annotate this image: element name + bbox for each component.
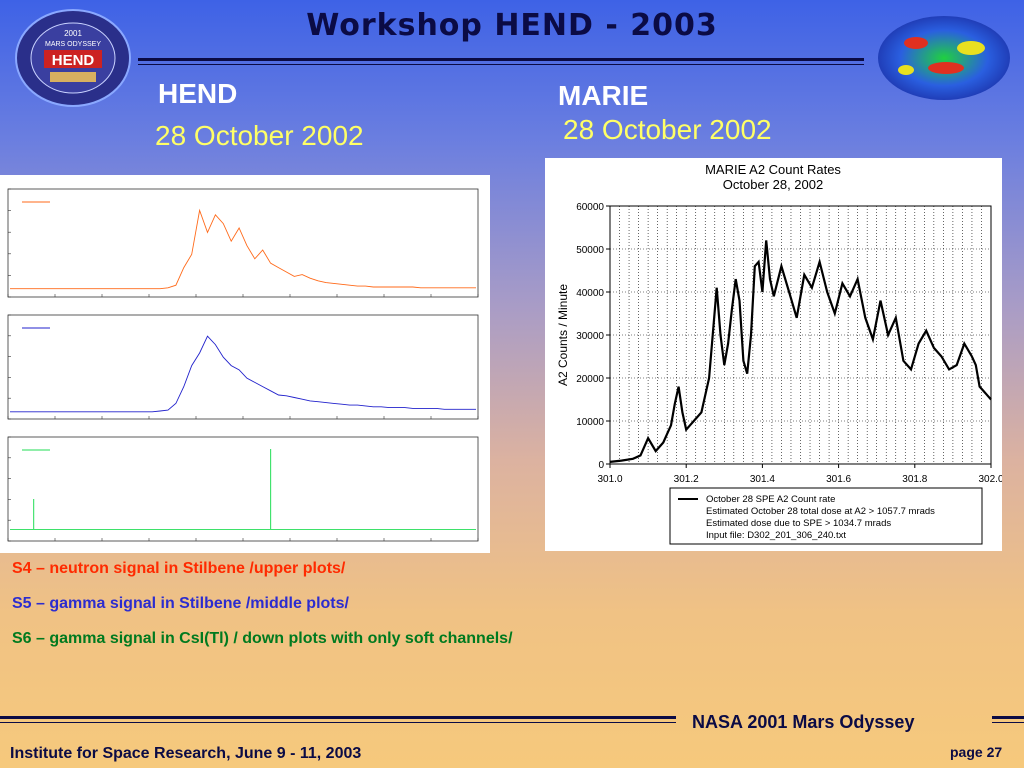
title-rule-thin — [138, 64, 864, 65]
hend-plots — [7, 188, 479, 542]
title-rule — [138, 58, 864, 61]
marie-chart-panel: MARIE A2 Count Rates October 28, 2002 0 100… — [545, 158, 1004, 551]
hend-panel-frame — [7, 314, 479, 420]
y-tick-label: 30000 — [576, 331, 604, 342]
x-tick-label: 301.2 — [674, 474, 699, 485]
hend-panel-frame — [7, 436, 479, 542]
y-axis-label: A2 Counts / Minute — [556, 284, 570, 386]
caption-s5: S5 – gamma signal in Stilbene /middle pl… — [12, 595, 349, 612]
legend-line: Estimated dose due to SPE > 1034.7 mrads — [706, 518, 891, 529]
y-tick-label: 60000 — [576, 202, 604, 213]
hend-panel-frame — [7, 188, 479, 298]
legend-box — [669, 487, 983, 545]
footer-rule-right — [992, 716, 1024, 719]
y-tick-label: 0 — [598, 460, 604, 471]
footer-mission: NASA 2001 Mars Odyssey — [692, 712, 915, 732]
caption-s6: S6 – gamma signal in CsI(Tl) / down plot… — [12, 630, 513, 647]
footer-institute: Institute for Space Research, June 9 - 1… — [10, 745, 362, 762]
y-tick-label: 50000 — [576, 245, 604, 256]
y-tick-label: 20000 — [576, 374, 604, 385]
hend-series-line — [10, 208, 476, 290]
left-date: 28 October 2002 — [155, 120, 364, 151]
footer-rule-left — [0, 716, 676, 719]
chart-subtitle: October 28, 2002 — [723, 177, 823, 192]
legend-line: Input file: D302_201_306_240.txt — [706, 530, 846, 541]
series-line — [609, 240, 992, 463]
y-tick-label: 40000 — [576, 288, 604, 299]
right-heading: MARIE — [558, 80, 649, 111]
y-tick-label: 10000 — [576, 417, 604, 428]
page-number: page 27 — [950, 744, 1003, 760]
chart-title: MARIE A2 Count Rates — [705, 162, 841, 177]
legend-line: Estimated October 28 total dose at A2 > … — [706, 506, 935, 517]
hend-logo: 2001 MARS ODYSSEY HEND — [14, 8, 132, 108]
slide-title: Workshop HEND - 2003 — [306, 8, 718, 43]
x-tick-label: 301.0 — [597, 474, 622, 485]
mars-map-image — [876, 8, 1012, 104]
left-heading: HEND — [158, 78, 238, 109]
footer-rule-left-thin — [0, 722, 676, 723]
x-tick-label: 302.0 — [978, 474, 1002, 485]
caption-s4: S4 – neutron signal in Stilbene /upper p… — [12, 560, 346, 577]
hend-plot-panel — [0, 175, 490, 553]
x-tick-label: 301.8 — [902, 474, 927, 485]
hend-series-line — [10, 335, 476, 413]
legend-line: October 28 SPE A2 Count rate — [706, 494, 835, 505]
footer-rule-right-thin — [992, 722, 1024, 723]
logo-year: 2001 — [64, 29, 82, 38]
right-date: 28 October 2002 — [563, 114, 772, 145]
logo-main: HEND — [52, 52, 95, 69]
x-tick-label: 301.4 — [750, 474, 775, 485]
x-tick-label: 301.6 — [826, 474, 851, 485]
logo-mission: MARS ODYSSEY — [45, 41, 101, 48]
